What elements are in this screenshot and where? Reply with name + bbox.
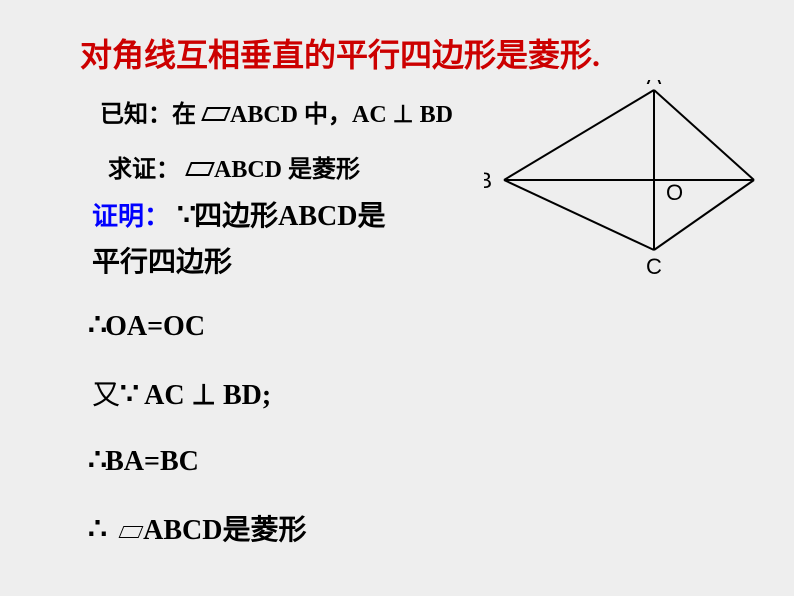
proof-step-4: ∴BA=BC — [88, 443, 754, 478]
therefore-symbol: ∴ — [88, 513, 105, 546]
prove-suffix: 是菱形 — [282, 157, 360, 183]
proof-step3-prefix: 又 — [92, 380, 120, 411]
proof-label: 证明： — [92, 202, 170, 231]
given-middle: 中， — [298, 102, 352, 128]
proof-step1-text: 四边形ABCD是 — [194, 201, 385, 232]
proof-step1b-text: 平行四边形 — [92, 247, 232, 278]
title: 对角线互相垂直的平行四边形是菱形. — [80, 30, 754, 76]
proof-step-3: 又∵ AC ⊥ BD; — [92, 373, 754, 413]
proof-step-5: ∴ ABCD是菱形 — [88, 508, 754, 548]
therefore-symbol: ∴ — [88, 444, 105, 477]
because-symbol: ∵ — [177, 199, 194, 232]
proof-step5-suffix: 是菱形 — [222, 515, 306, 546]
prove-prefix: 求证： — [108, 157, 180, 183]
given-prefix: 已知：在 — [100, 102, 196, 128]
because-symbol: ∵ — [120, 378, 137, 411]
therefore-symbol: ∴ — [88, 309, 105, 342]
svg-text:B: B — [484, 168, 492, 193]
prove-shape: ABCD — [214, 157, 282, 183]
given-shape: ABCD — [230, 102, 298, 128]
proof-step3-text: AC ⊥ BD; — [137, 380, 271, 411]
rhombus-diagram: ABCDO — [484, 80, 764, 280]
proof-step2-text: OA=OC — [105, 311, 205, 342]
title-text: 对角线互相垂直的平行四边形是菱形. — [80, 37, 600, 73]
parallelogram-icon — [119, 526, 144, 538]
rhombus-svg: ABCDO — [484, 80, 764, 280]
proof-step-2: ∴OA=OC — [88, 308, 754, 343]
given-relation: AC ⊥ BD — [352, 102, 453, 128]
proof-step5-shape: ABCD — [143, 515, 222, 546]
svg-text:C: C — [646, 254, 662, 279]
parallelogram-icon — [185, 162, 215, 176]
svg-text:A: A — [647, 80, 662, 89]
parallelogram-icon — [201, 107, 231, 121]
proof-step4-text: BA=BC — [105, 446, 199, 477]
svg-text:O: O — [666, 180, 683, 205]
